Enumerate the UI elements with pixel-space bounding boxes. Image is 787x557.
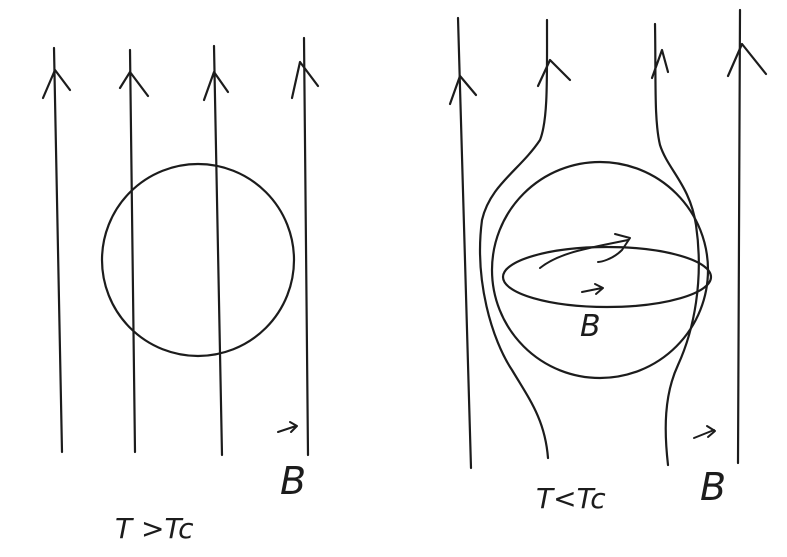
superconducting-state-panel: B B T<Tc [448,8,768,515]
field-line [212,44,224,457]
arrowhead [650,48,670,80]
sample-sphere [100,162,296,358]
temperature-label: T<Tc [536,482,606,515]
vector-arrow-mark [581,283,604,295]
vector-arrow-mark [693,425,716,439]
arrowhead [726,42,768,78]
deflected-field-line [653,22,700,467]
arrowhead [202,70,230,102]
arrowhead [118,70,150,98]
field-label-b: B [280,459,306,503]
deflected-field-line [478,18,550,460]
arrowhead [536,58,572,88]
field-line [736,8,742,465]
temperature-label: T >Tc [115,512,194,545]
field-line [302,36,310,457]
arrowhead [448,74,478,106]
sample-sphere [490,160,710,380]
vector-arrow-mark [277,421,298,433]
current-label-b: B [580,309,601,344]
field-line [456,16,473,470]
surface-current-loop [501,245,713,309]
field-label-b: B [700,465,726,509]
field-line [128,48,137,454]
circulation-arrow [539,233,631,269]
arrowhead [41,68,72,100]
arrowhead [290,60,320,100]
normal-state-panel: B T >Tc [41,36,320,545]
field-line [52,46,64,454]
